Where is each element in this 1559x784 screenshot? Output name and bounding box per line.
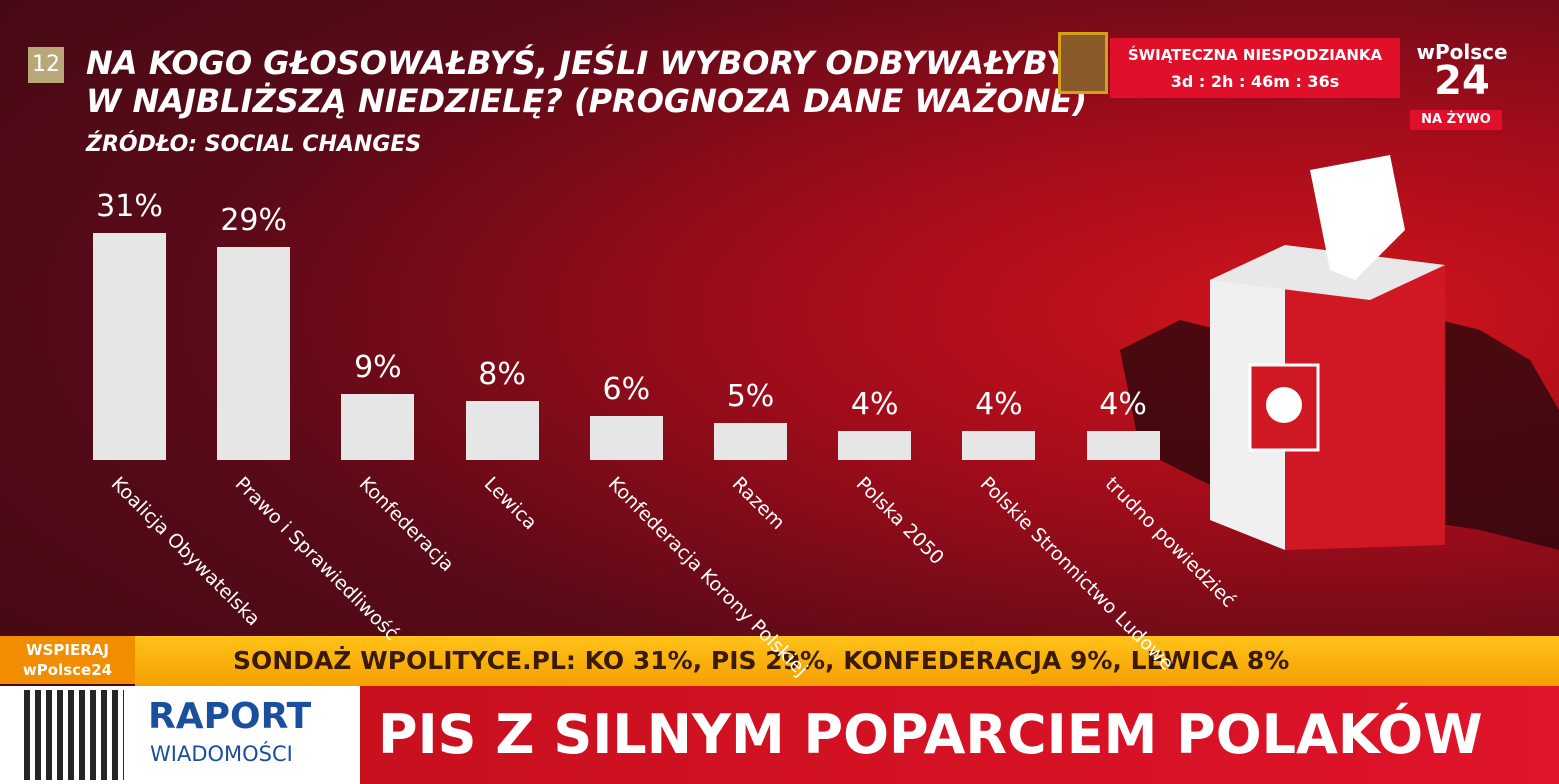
value-label: 5% [726, 379, 775, 415]
value-label: 9% [354, 350, 402, 386]
bar [838, 430, 912, 460]
live-badge: NA ŻYWO [1410, 110, 1502, 130]
logo-number: 24 [1434, 58, 1490, 104]
ballot-box [1120, 155, 1559, 550]
bar [93, 232, 166, 460]
bar [341, 394, 415, 460]
value-label: 31% [96, 188, 163, 224]
category-label: Polska 2050 [851, 472, 949, 570]
value-label: 8% [478, 357, 526, 393]
logo-text: wPolsce [1416, 40, 1508, 64]
category-label: Lewica [479, 472, 541, 535]
value-label: 4% [1099, 386, 1147, 422]
bar [465, 401, 539, 460]
qr-code [24, 690, 124, 780]
headline: PIS Z SILNYM POPARCIEM POLAKÓW [360, 686, 1559, 784]
category-label: Konfederacja [355, 472, 459, 577]
bar [1086, 430, 1160, 460]
promo-timer: 3d : 2h : 46m : 36s [1170, 72, 1340, 91]
bar [589, 416, 663, 460]
ticker: SONDAŻ WPOLITYCE.PL: KO 31%, PIS 29%, KO… [135, 636, 1559, 686]
support-box: WSPIERAJ wPolsce24 [0, 636, 135, 684]
badge: 12 [28, 47, 64, 83]
promo-title: ŚWIĄTECZNA NIESPODZIANKA [1127, 46, 1383, 64]
value-label: 29% [220, 203, 288, 239]
chart-subtitle: ŹRÓDŁO: SOCIAL CHANGES [86, 132, 422, 157]
value-label: 4% [850, 386, 899, 422]
gift-icon [1058, 32, 1108, 94]
promo-box [1110, 38, 1400, 98]
value-label: 6% [602, 372, 651, 408]
bar [217, 247, 291, 460]
category-label: Razem [727, 472, 789, 534]
value-label: 4% [975, 386, 1023, 422]
bar [962, 430, 1036, 460]
chart-title: NA KOGO GŁOSOWAŁBYŚ, JEŚLI WYBORY ODBYWA… [86, 44, 1087, 120]
show-name: RAPORT [148, 696, 312, 737]
show-subname: WIADOMOŚCI [150, 742, 293, 766]
bar [714, 423, 787, 460]
